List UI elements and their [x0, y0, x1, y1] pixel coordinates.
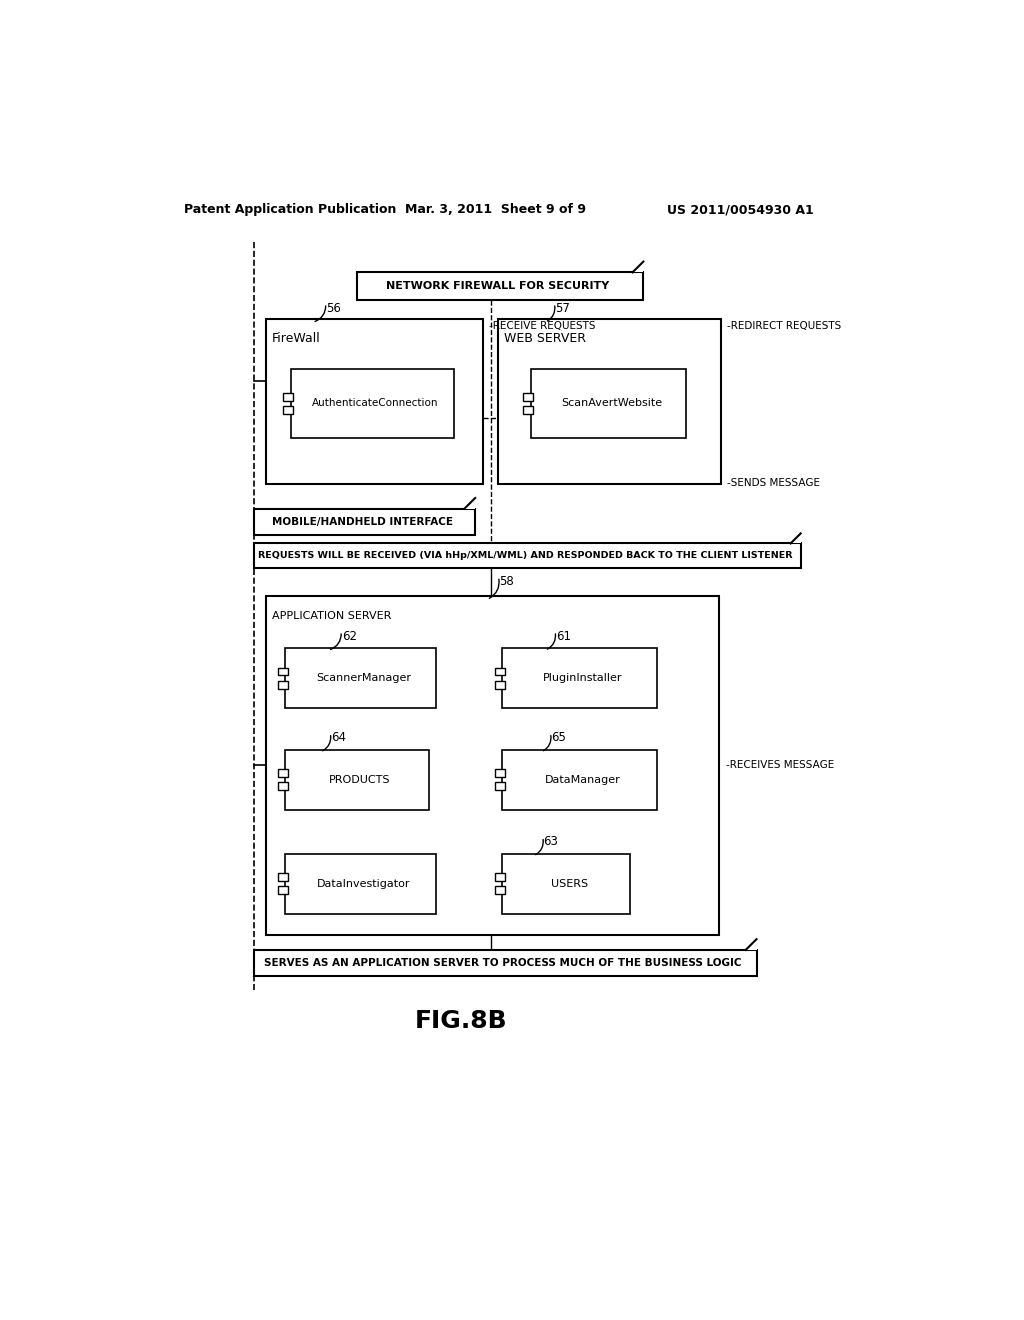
Bar — [278, 668, 288, 676]
Text: FireWall: FireWall — [271, 331, 321, 345]
Bar — [278, 770, 288, 777]
Text: WEB SERVER: WEB SERVER — [504, 331, 586, 345]
Text: DataManager: DataManager — [545, 775, 621, 785]
Bar — [495, 874, 505, 880]
Bar — [278, 874, 288, 880]
Bar — [254, 544, 801, 568]
Text: 64: 64 — [331, 731, 346, 744]
Text: DataInvestigator: DataInvestigator — [317, 879, 411, 888]
Bar — [266, 318, 483, 484]
Bar — [283, 407, 293, 413]
Polygon shape — [633, 261, 643, 272]
Bar — [523, 393, 534, 400]
Bar — [503, 854, 630, 913]
Text: NETWORK FIREWALL FOR SECURITY: NETWORK FIREWALL FOR SECURITY — [386, 281, 609, 292]
Text: -RECEIVES MESSAGE: -RECEIVES MESSAGE — [726, 760, 834, 770]
Bar — [291, 368, 454, 438]
Text: PluginInstaller: PluginInstaller — [543, 673, 623, 684]
Text: PRODUCTS: PRODUCTS — [330, 775, 391, 785]
Bar — [495, 887, 505, 894]
Text: 61: 61 — [556, 630, 570, 643]
Bar — [499, 318, 721, 484]
Text: REQUESTS WILL BE RECEIVED (VIA hHp/XML/WML) AND RESPONDED BACK TO THE CLIENT LIS: REQUESTS WILL BE RECEIVED (VIA hHp/XML/W… — [258, 552, 793, 560]
Bar — [286, 750, 429, 810]
Text: ScannerManager: ScannerManager — [316, 673, 412, 684]
Text: 56: 56 — [327, 302, 341, 314]
Text: SERVES AS AN APPLICATION SERVER TO PROCESS MUCH OF THE BUSINESS LOGIC: SERVES AS AN APPLICATION SERVER TO PROCE… — [264, 958, 741, 968]
Text: US 2011/0054930 A1: US 2011/0054930 A1 — [667, 203, 813, 216]
Text: AuthenticateConnection: AuthenticateConnection — [312, 399, 438, 408]
Text: 58: 58 — [500, 576, 514, 587]
Bar — [278, 681, 288, 689]
Bar — [266, 595, 719, 935]
Text: 62: 62 — [342, 630, 357, 643]
Bar — [503, 750, 657, 810]
Bar — [495, 770, 505, 777]
Bar — [531, 368, 686, 438]
Text: APPLICATION SERVER: APPLICATION SERVER — [272, 611, 391, 622]
Bar — [283, 393, 293, 400]
Text: 65: 65 — [551, 731, 566, 744]
Text: MOBILE/HANDHELD INTERFACE: MOBILE/HANDHELD INTERFACE — [271, 517, 453, 527]
Polygon shape — [745, 940, 757, 950]
Polygon shape — [791, 533, 801, 544]
Bar — [356, 272, 643, 300]
Bar — [254, 508, 475, 535]
Bar — [286, 648, 436, 708]
Text: Mar. 3, 2011  Sheet 9 of 9: Mar. 3, 2011 Sheet 9 of 9 — [406, 203, 587, 216]
Bar — [254, 950, 757, 977]
Text: FIG.8B: FIG.8B — [415, 1010, 508, 1034]
Bar — [495, 668, 505, 676]
Text: 57: 57 — [555, 302, 570, 314]
Text: -RECEIVE REQUESTS: -RECEIVE REQUESTS — [489, 321, 596, 331]
Text: USERS: USERS — [551, 879, 588, 888]
Bar — [278, 887, 288, 894]
Bar — [503, 648, 657, 708]
Bar — [495, 681, 505, 689]
Text: 63: 63 — [544, 836, 558, 849]
Text: ScanAvertWebsite: ScanAvertWebsite — [561, 399, 663, 408]
Polygon shape — [464, 498, 475, 508]
Text: Patent Application Publication: Patent Application Publication — [183, 203, 396, 216]
Bar — [278, 783, 288, 791]
Bar — [523, 407, 534, 413]
Bar — [286, 854, 436, 913]
Text: -REDIRECT REQUESTS: -REDIRECT REQUESTS — [727, 321, 842, 331]
Text: -SENDS MESSAGE: -SENDS MESSAGE — [727, 478, 820, 488]
Bar — [495, 783, 505, 791]
